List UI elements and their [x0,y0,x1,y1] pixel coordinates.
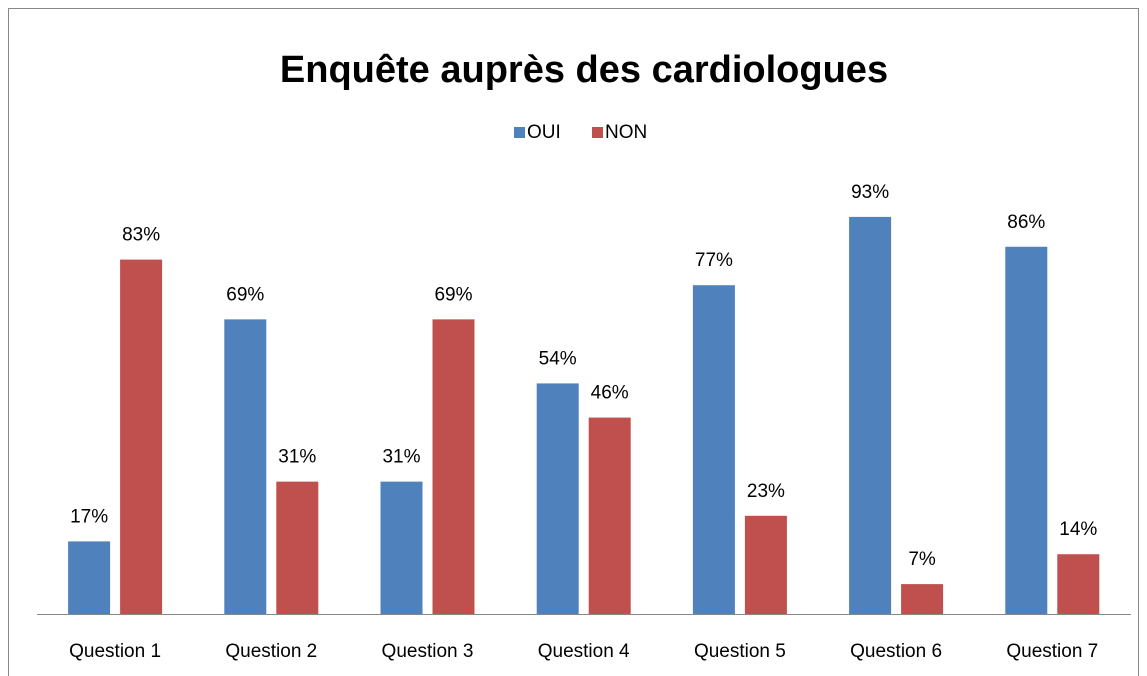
bar [224,319,267,614]
data-label: 7% [908,549,936,570]
data-label: 77% [695,250,733,271]
data-label: 17% [70,506,108,527]
chart-title: Enquête auprès des cardiologues [280,49,888,91]
data-label: 23% [747,481,785,502]
bar [901,584,944,614]
data-label: 93% [851,182,889,203]
bar [536,383,579,614]
bar [849,216,892,614]
bar [588,417,631,614]
x-tick-label: Question 2 [225,641,317,662]
data-label: 31% [278,447,316,468]
bar [380,481,423,614]
x-tick-label: Question 1 [69,641,161,662]
bar [68,541,111,614]
bar [432,319,475,614]
x-tick-label: Question 4 [538,641,630,662]
data-label: 86% [1007,212,1045,233]
chart-frame [8,8,1139,676]
data-label: 14% [1059,519,1097,540]
x-tick-label: Question 5 [694,641,786,662]
bar [276,481,319,614]
bar [120,259,163,614]
x-tick-label: Question 3 [382,641,474,662]
x-tick-label: Question 6 [850,641,942,662]
legend-label: OUI [527,122,561,143]
data-label: 31% [382,447,420,468]
legend-swatch [592,127,603,138]
data-label: 83% [122,225,160,246]
bar [1057,554,1100,614]
legend-label: NON [605,122,647,143]
bar [1005,246,1048,614]
data-label: 69% [226,284,264,305]
data-label: 54% [539,348,577,369]
bar [692,285,735,614]
data-label: 46% [591,383,629,404]
legend-swatch [514,127,525,138]
x-tick-label: Question 7 [1006,641,1098,662]
bar [744,515,787,614]
data-label: 69% [434,284,472,305]
